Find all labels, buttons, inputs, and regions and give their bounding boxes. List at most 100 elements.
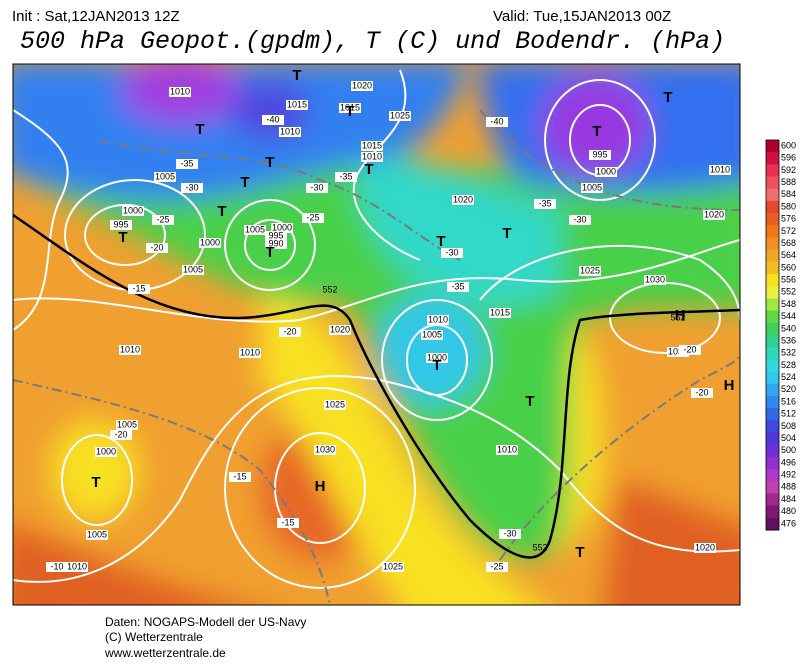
pressure-label-bg	[351, 81, 373, 91]
temperature-label-bg	[277, 518, 299, 528]
pressure-label-bg	[361, 141, 383, 151]
colorbar-swatch	[766, 274, 779, 287]
temperature-label-bg	[306, 183, 328, 193]
temperature-label: -20	[283, 326, 296, 336]
map-title: 500 hPa Geopot.(gpdm), T (C) und Bodendr…	[20, 27, 725, 56]
colorbar-swatch	[766, 432, 779, 446]
temperature-label: -25	[156, 214, 169, 224]
valid-time: Valid: Tue,15JAN2013 00Z	[493, 8, 671, 25]
colorbar-swatch	[766, 188, 779, 202]
temperature-label: -20	[150, 242, 163, 252]
temperature-label-bg	[447, 282, 469, 292]
pressure-label-bg	[389, 111, 411, 121]
colorbar-swatch	[766, 371, 779, 385]
pressure-label: 1025	[580, 265, 600, 275]
pressure-label: 1005	[245, 224, 265, 234]
pressure-center: T	[118, 229, 127, 246]
pressure-label-bg	[421, 330, 443, 340]
pressure-label: 1020	[695, 542, 715, 552]
temperature-label: -15	[132, 283, 145, 293]
colorbar-swatch	[766, 481, 779, 494]
pressure-label-bg	[589, 150, 611, 160]
colorbar-label: 568	[781, 238, 796, 248]
pressure-label-bg	[279, 127, 301, 137]
colorbar-swatch	[766, 225, 779, 238]
pressure-label-bg	[110, 220, 132, 230]
colorbar-label: 560	[781, 262, 796, 272]
pressure-label: 1020	[704, 209, 724, 219]
pressure-center: T	[240, 174, 249, 191]
pressure-label-bg	[329, 325, 351, 335]
temperature-label-bg	[229, 472, 251, 482]
colorbar-swatch	[766, 383, 779, 397]
colorbar-swatch	[766, 176, 779, 190]
pressure-label-bg	[199, 238, 221, 248]
colorbar-swatch	[766, 322, 779, 336]
pressure-label: 995	[113, 219, 128, 229]
temperature-label: -20	[683, 344, 696, 354]
pressure-label-bg	[382, 562, 404, 572]
colorbar-swatch	[766, 261, 779, 275]
pressure-center: T	[265, 154, 274, 171]
colorbar-label: 548	[781, 299, 796, 309]
colorbar-swatch	[766, 408, 779, 421]
colorbar-label: 556	[781, 275, 796, 285]
pressure-label: 1020	[453, 194, 473, 204]
pressure-label: 1015	[362, 140, 382, 150]
pressure-center: T	[575, 544, 584, 561]
pressure-label: 1020	[352, 80, 372, 90]
pressure-center: T	[91, 474, 100, 491]
temperature-label-bg	[569, 215, 591, 225]
colorbar-label: 596	[781, 153, 796, 163]
pressure-label: 1010	[497, 444, 517, 454]
colorbar-label: 532	[781, 348, 796, 358]
colorbar-label: 584	[781, 189, 796, 199]
pressure-label: 1005	[87, 529, 107, 539]
pressure-label-bg	[579, 266, 601, 276]
pressure-label: 1025	[325, 399, 345, 409]
pressure-center: T	[502, 225, 511, 242]
temperature-label: -35	[339, 171, 352, 181]
colorbar-label: 576	[781, 214, 796, 224]
temperature-label: -40	[490, 116, 503, 126]
temperature-label-bg	[152, 215, 174, 225]
pressure-center: T	[292, 67, 301, 84]
pressure-label-bg	[119, 345, 141, 355]
colorbar-swatch	[766, 505, 779, 519]
temperature-label: -20	[695, 387, 708, 397]
pressure-label-bg	[496, 445, 518, 455]
temperature-label-bg	[46, 562, 68, 572]
colorbar-frame	[765, 139, 780, 531]
colorbar-swatch	[766, 347, 779, 360]
pressure-center: H	[315, 478, 326, 495]
colorbar-swatch	[766, 140, 779, 153]
pressure-label-bg	[426, 353, 448, 363]
temperature-label: -25	[306, 212, 319, 222]
pressure-center: T	[265, 244, 274, 261]
pressure-label: 1005	[582, 182, 602, 192]
colorbar-label: 600	[781, 140, 796, 150]
pressure-label: 1000	[596, 166, 616, 176]
pressure-label-bg	[595, 167, 617, 177]
pressure-label: 1000	[123, 205, 143, 215]
pressure-label-bg	[644, 275, 666, 285]
pressure-label-bg	[86, 530, 108, 540]
pressure-label: 1015	[287, 99, 307, 109]
colorbar-label: 488	[781, 482, 796, 492]
colorbar-label: 552	[781, 287, 796, 297]
pressure-center: T	[364, 161, 373, 178]
colorbar-label: 536	[781, 335, 796, 345]
pressure-label-bg	[265, 239, 287, 249]
colorbar-swatch	[766, 200, 779, 214]
colorbar-label: 540	[781, 323, 796, 333]
temperature-label: -15	[281, 517, 294, 527]
pressure-label-bg	[66, 562, 88, 572]
init-time: Init : Sat,12JAN2013 12Z	[12, 8, 180, 25]
temperature-label: -35	[538, 198, 551, 208]
pressure-label: 990	[268, 238, 283, 248]
pressure-label: 1025	[383, 561, 403, 571]
colorbar-label: 484	[781, 494, 796, 504]
pressure-label: 1010	[170, 86, 190, 96]
colorbar-swatch	[766, 237, 779, 251]
